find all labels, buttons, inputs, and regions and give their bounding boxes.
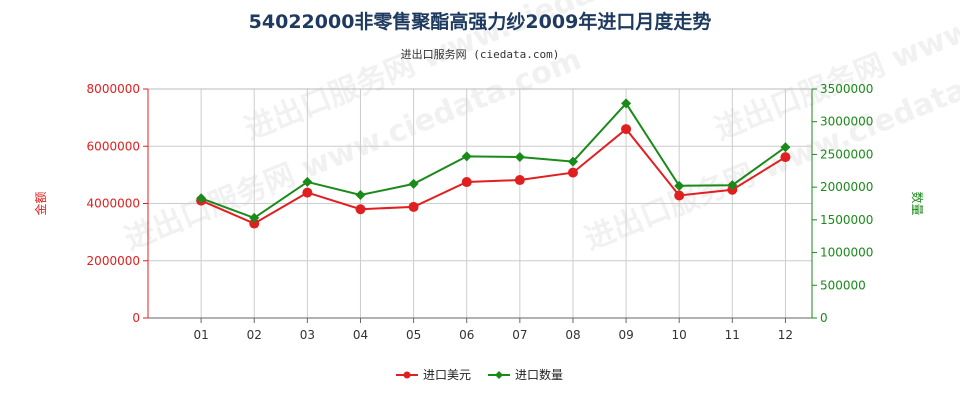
data-point bbox=[674, 180, 685, 191]
x-tick-label: 02 bbox=[247, 328, 262, 342]
y-axis-left-label: 金额 bbox=[33, 191, 48, 215]
data-point bbox=[780, 152, 791, 163]
data-point bbox=[461, 151, 472, 162]
y-left-tick-label: 8000000 bbox=[87, 82, 140, 96]
legend-marker bbox=[403, 371, 411, 379]
y-right-tick-label: 3500000 bbox=[820, 82, 873, 96]
x-tick-label: 05 bbox=[406, 328, 421, 342]
data-point bbox=[621, 98, 632, 109]
y-right-tick-label: 0 bbox=[820, 311, 828, 325]
x-tick-label: 08 bbox=[565, 328, 580, 342]
data-point bbox=[408, 201, 419, 212]
y-right-tick-label: 500000 bbox=[820, 278, 866, 292]
data-point bbox=[302, 176, 313, 187]
y-axis-right-label: 数量 bbox=[910, 191, 925, 215]
legend-marker bbox=[495, 371, 503, 379]
data-point bbox=[567, 156, 578, 167]
data-point bbox=[621, 124, 632, 135]
series bbox=[196, 98, 791, 229]
series-line bbox=[200, 101, 786, 220]
y-right-tick-label: 2000000 bbox=[820, 180, 873, 194]
data-point bbox=[461, 177, 472, 188]
data-point bbox=[196, 193, 207, 204]
data-point bbox=[780, 142, 791, 153]
data-point bbox=[249, 218, 260, 229]
data-point bbox=[355, 189, 366, 200]
x-tick-label: 10 bbox=[672, 328, 687, 342]
data-point bbox=[674, 190, 685, 201]
x-tick-label: 09 bbox=[618, 328, 633, 342]
legend: 进口美元 进口数量 bbox=[396, 367, 563, 382]
x-tick-label: 03 bbox=[300, 328, 315, 342]
y-left-tick-label: 6000000 bbox=[87, 139, 140, 153]
y-right-tick-label: 3000000 bbox=[820, 115, 873, 129]
y-left-tick-label: 4000000 bbox=[87, 197, 140, 211]
data-point bbox=[355, 204, 366, 215]
y-right-tick-label: 1500000 bbox=[820, 213, 873, 227]
x-tick-label: 11 bbox=[725, 328, 740, 342]
x-tick-label: 04 bbox=[353, 328, 368, 342]
axes: 0 2000000 4000000 6000000 8000000 0 500000 1000… bbox=[33, 82, 925, 342]
data-point bbox=[727, 180, 738, 191]
data-point bbox=[302, 187, 313, 198]
data-point bbox=[514, 175, 525, 186]
y-left-tick-label: 0 bbox=[132, 311, 140, 325]
legend-entry: 进口数量 bbox=[515, 367, 563, 382]
x-tick-label: 12 bbox=[778, 328, 793, 342]
series-line bbox=[200, 127, 786, 225]
data-point bbox=[567, 167, 578, 178]
x-tick-label: 07 bbox=[512, 328, 527, 342]
data-point bbox=[514, 152, 525, 163]
data-point bbox=[408, 178, 419, 189]
y-right-tick-label: 1000000 bbox=[820, 246, 873, 260]
chart-title: 54022000非零售聚酯高强力纱2009年进口月度走势 bbox=[249, 10, 712, 33]
y-left-tick-label: 2000000 bbox=[87, 254, 140, 268]
legend-entry: 进口美元 bbox=[423, 368, 471, 382]
chart-subtitle: 进出口服务网 (ciedata.com) bbox=[401, 47, 560, 61]
x-tick-label: 01 bbox=[193, 328, 208, 342]
y-right-tick-label: 2500000 bbox=[820, 147, 873, 161]
data-point bbox=[249, 212, 260, 223]
x-tick-label: 06 bbox=[459, 328, 474, 342]
